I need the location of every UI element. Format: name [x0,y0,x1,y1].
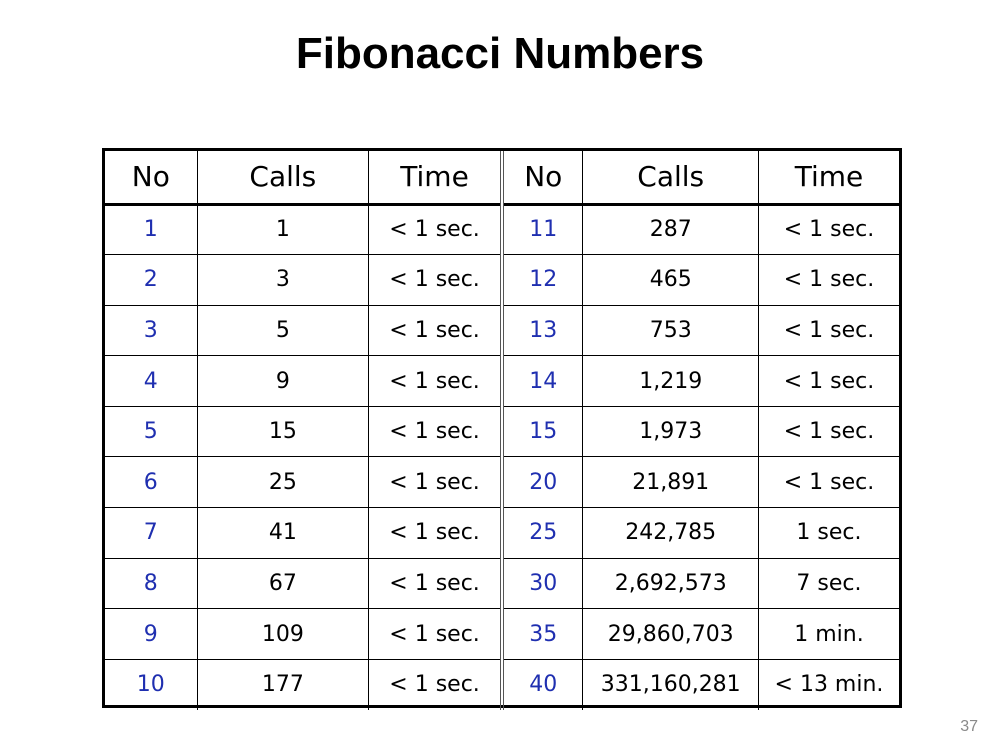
cell-calls-right: 2,692,573 [582,557,759,610]
cell-calls-right: 242,785 [582,507,759,559]
table-row: 10 177 < 1 sec. 40 331,160,281 < 13 min. [105,658,899,710]
cell-no-right: 11 [501,203,584,256]
cell-calls-left: 15 [196,405,370,458]
cell-time-right: < 1 sec. [757,355,899,407]
cell-no-right: 25 [501,507,584,559]
cell-no-right: 14 [501,355,584,407]
table-body: 1 1 < 1 sec. 11 287 < 1 sec. 2 3 < 1 sec. 12 465 < … [105,203,899,710]
table-header-row: No Calls Time No Calls Time [105,151,899,206]
cell-calls-right: 29,860,703 [582,608,759,660]
table-row: 4 9 < 1 sec. 14 1,219 < 1 sec. [105,355,899,407]
cell-time-left: < 1 sec. [368,355,504,407]
cell-calls-right: 287 [582,203,759,256]
table-row: 7 41 < 1 sec. 25 242,785 1 sec. [105,507,899,559]
cell-time-left: < 1 sec. [368,203,504,256]
table-row: 8 67 < 1 sec. 30 2,692,573 7 sec. [105,557,899,610]
cell-calls-right: 331,160,281 [582,658,759,710]
fibonacci-table-container: No Calls Time No Calls Time 1 1 < 1 sec. 11… [102,148,902,710]
cell-no-right: 13 [501,304,584,357]
cell-time-right: 1 min. [757,608,899,660]
cell-no-left: 6 [105,456,198,509]
cell-time-right: < 1 sec. [757,405,899,458]
cell-calls-right: 753 [582,304,759,357]
cell-calls-right: 1,973 [582,405,759,458]
column-header-no-left: No [105,151,198,206]
cell-time-left: < 1 sec. [368,254,504,306]
table-row: 3 5 < 1 sec. 13 753 < 1 sec. [105,304,899,357]
page-number: 37 [960,718,978,735]
cell-time-left: < 1 sec. [368,456,504,509]
cell-no-left: 7 [105,507,198,559]
column-header-time-right: Time [757,151,899,206]
cell-time-left: < 1 sec. [368,304,504,357]
cell-calls-left: 177 [196,658,370,710]
cell-calls-right: 465 [582,254,759,306]
cell-time-right: < 1 sec. [757,203,899,256]
cell-no-right: 20 [501,456,584,509]
fibonacci-table: No Calls Time No Calls Time 1 1 < 1 sec. 11… [105,151,899,710]
cell-no-left: 1 [105,203,198,256]
cell-calls-right: 1,219 [582,355,759,407]
table-row: 9 109 < 1 sec. 35 29,860,703 1 min. [105,608,899,660]
cell-calls-left: 5 [196,304,370,357]
cell-calls-left: 67 [196,557,370,610]
cell-no-left: 3 [105,304,198,357]
cell-time-right: < 1 sec. [757,254,899,306]
slide-title: Fibonacci Numbers [295,29,705,78]
cell-calls-left: 25 [196,456,370,509]
cell-no-right: 40 [501,658,584,710]
cell-calls-left: 9 [196,355,370,407]
table-row: 1 1 < 1 sec. 11 287 < 1 sec. [105,203,899,256]
table-row: 2 3 < 1 sec. 12 465 < 1 sec. [105,254,899,306]
cell-no-left: 9 [105,608,198,660]
column-header-time-left: Time [368,151,504,206]
cell-no-left: 5 [105,405,198,458]
column-header-calls-right: Calls [582,151,759,206]
cell-calls-left: 41 [196,507,370,559]
table-row: 5 15 < 1 sec. 15 1,973 < 1 sec. [105,405,899,458]
cell-no-right: 15 [501,405,584,458]
cell-time-right: 7 sec. [757,557,899,610]
cell-calls-left: 1 [196,203,370,256]
cell-time-right: 1 sec. [757,507,899,559]
cell-no-left: 8 [105,557,198,610]
cell-calls-left: 109 [196,608,370,660]
cell-time-right: < 13 min. [757,658,899,710]
column-header-calls-left: Calls [196,151,370,206]
cell-time-left: < 1 sec. [368,557,504,610]
cell-no-left: 4 [105,355,198,407]
table-row: 6 25 < 1 sec. 20 21,891 < 1 sec. [105,456,899,509]
cell-no-left: 2 [105,254,198,306]
cell-time-left: < 1 sec. [368,658,504,710]
cell-time-right: < 1 sec. [757,456,899,509]
column-header-no-right: No [501,151,584,206]
cell-no-right: 12 [501,254,584,306]
cell-time-left: < 1 sec. [368,507,504,559]
cell-no-left: 10 [105,658,198,710]
cell-no-right: 35 [501,608,584,660]
cell-calls-right: 21,891 [582,456,759,509]
cell-no-right: 30 [501,557,584,610]
cell-calls-left: 3 [196,254,370,306]
cell-time-left: < 1 sec. [368,608,504,660]
cell-time-left: < 1 sec. [368,405,504,458]
cell-time-right: < 1 sec. [757,304,899,357]
